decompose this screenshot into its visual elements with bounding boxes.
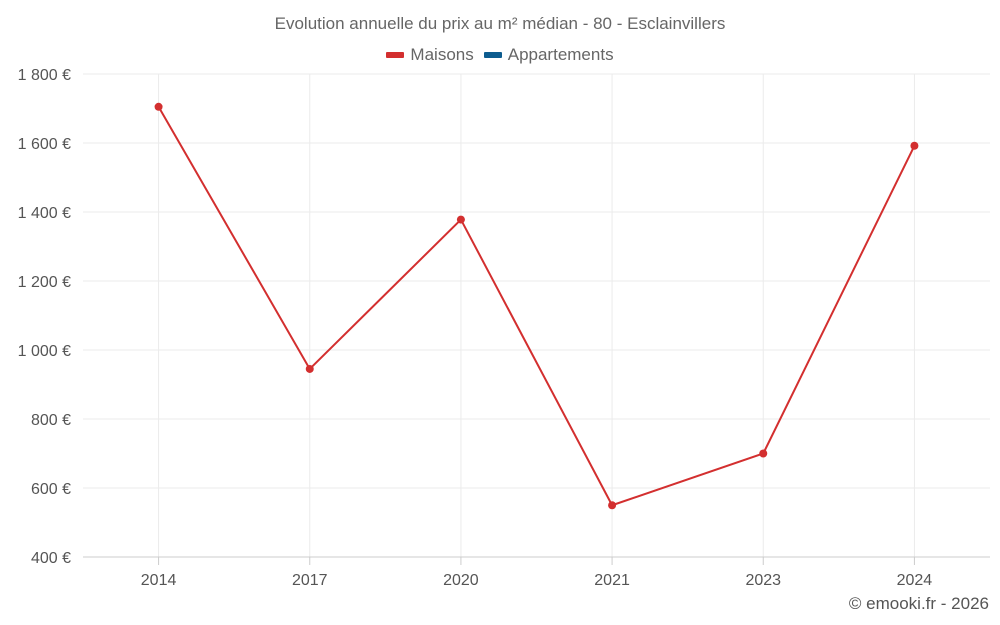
data-point-maisons[interactable] <box>759 449 768 458</box>
legend-label-appartements: Appartements <box>507 45 614 64</box>
data-point-maisons[interactable] <box>910 141 919 150</box>
y-tick-label: 1 000 € <box>18 343 71 360</box>
x-tick-label: 2014 <box>141 572 177 589</box>
y-tick-label: 1 200 € <box>18 274 71 291</box>
data-point-maisons[interactable] <box>456 215 465 224</box>
legend: Maisons Appartements <box>0 45 1000 65</box>
series <box>154 102 919 510</box>
y-tick-label: 1 400 € <box>18 205 71 222</box>
legend-swatch-appartements <box>483 52 502 58</box>
x-tick-label: 2020 <box>443 572 479 589</box>
y-tick-label: 800 € <box>31 412 71 429</box>
series-line-maisons <box>157 106 916 507</box>
data-point-maisons[interactable] <box>305 364 314 373</box>
legend-label-maisons: Maisons <box>410 45 474 64</box>
y-tick-label: 600 € <box>31 481 71 498</box>
y-tick-label: 400 € <box>31 550 71 567</box>
x-tick-label: 2017 <box>292 572 328 589</box>
x-tick-label: 2021 <box>594 572 630 589</box>
legend-item-appartements[interactable]: Appartements <box>483 45 614 65</box>
data-point-maisons[interactable] <box>154 102 163 111</box>
axes: 400 € 600 € 800 € 1 000 € 1 200 € 1 400 € 1 60… <box>18 67 990 589</box>
x-tick-label: 2023 <box>745 572 781 589</box>
x-tick-label: 2024 <box>897 572 933 589</box>
chart-title: Evolution annuelle du prix au m² médian … <box>274 14 726 33</box>
grid <box>83 73 990 558</box>
credit-text: © emooki.fr - 2026 <box>848 594 989 613</box>
y-tick-label: 1 600 € <box>18 136 71 153</box>
data-point-maisons[interactable] <box>608 501 617 510</box>
y-tick-label: 1 800 € <box>18 67 71 84</box>
legend-item-maisons[interactable]: Maisons <box>386 45 474 65</box>
legend-swatch-maisons <box>386 52 405 58</box>
